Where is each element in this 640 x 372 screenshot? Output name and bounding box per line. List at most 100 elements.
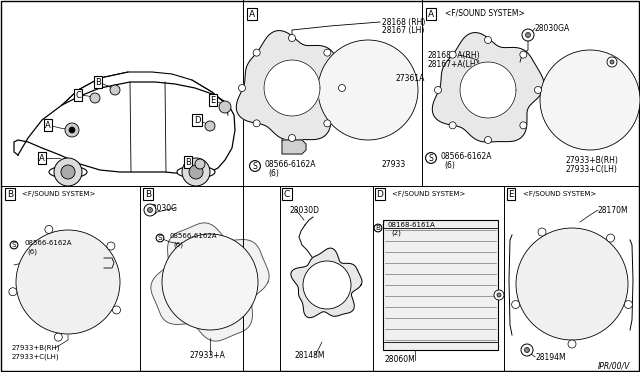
Text: 27933+C(LH): 27933+C(LH) [12,354,60,360]
Text: (6): (6) [27,249,37,255]
Circle shape [113,306,120,314]
Text: C: C [75,90,81,99]
Circle shape [607,57,617,67]
Text: 28168 (RH): 28168 (RH) [382,17,426,26]
Ellipse shape [177,166,215,178]
Circle shape [162,234,258,330]
Circle shape [339,84,346,92]
Polygon shape [432,33,544,142]
Circle shape [318,40,418,140]
Circle shape [187,259,233,305]
Circle shape [494,290,504,300]
Text: 28148M: 28148M [295,350,326,359]
Text: (2): (2) [391,230,401,236]
Circle shape [534,87,541,93]
Text: D: D [376,189,383,199]
Circle shape [45,225,53,233]
Circle shape [202,274,218,290]
Text: IPR/00/V: IPR/00/V [598,362,630,371]
Circle shape [568,340,576,348]
Text: A: A [249,10,255,19]
Circle shape [205,121,215,131]
Circle shape [516,228,628,340]
Text: B: B [95,77,101,87]
Circle shape [195,267,225,297]
Circle shape [363,85,373,95]
Circle shape [50,264,86,300]
Circle shape [110,85,120,95]
Text: 28030G: 28030G [148,203,178,212]
Circle shape [325,47,411,133]
Text: 08566-6162A: 08566-6162A [24,240,72,246]
Circle shape [547,57,633,143]
Circle shape [563,275,581,293]
Text: B: B [376,225,381,231]
Text: 08566-6162A: 08566-6162A [441,151,493,160]
Circle shape [544,256,600,312]
Circle shape [333,55,403,125]
Circle shape [206,278,214,286]
Circle shape [32,246,104,318]
Circle shape [521,344,533,356]
Text: 27933+B(RH): 27933+B(RH) [566,155,619,164]
Text: 08566-6162A: 08566-6162A [170,233,218,239]
Circle shape [484,137,492,144]
Polygon shape [264,60,320,116]
Circle shape [525,347,529,353]
Polygon shape [291,248,362,318]
Text: 28168+A(RH): 28168+A(RH) [428,51,481,60]
Text: S: S [12,242,16,248]
Circle shape [189,165,203,179]
Circle shape [520,51,527,58]
Circle shape [524,236,620,332]
Text: 28060M: 28060M [385,356,416,365]
Text: <F/SOUND SYSTEM>: <F/SOUND SYSTEM> [22,191,95,197]
Ellipse shape [49,166,87,178]
Text: 08566-6162A: 08566-6162A [265,160,317,169]
Circle shape [580,90,600,110]
Text: (6): (6) [268,169,279,177]
Circle shape [16,230,120,334]
Circle shape [324,49,331,56]
Circle shape [607,234,614,242]
Circle shape [340,62,396,118]
Circle shape [520,122,527,129]
Circle shape [182,158,210,186]
Circle shape [107,242,115,250]
Text: B: B [7,189,13,199]
Circle shape [350,72,386,108]
Circle shape [170,242,250,322]
Text: (6): (6) [173,242,183,248]
Circle shape [239,84,246,92]
Text: A: A [45,121,51,129]
Circle shape [303,261,351,309]
Circle shape [554,266,590,302]
Circle shape [322,280,332,290]
Circle shape [324,120,331,127]
Circle shape [522,29,534,41]
Text: B: B [185,157,191,167]
Circle shape [316,274,338,296]
Circle shape [54,158,82,186]
Circle shape [61,165,75,179]
Circle shape [41,255,95,309]
Circle shape [24,238,112,326]
Circle shape [562,72,618,128]
Text: 28194M: 28194M [536,353,566,362]
Circle shape [69,127,75,133]
Text: 28030GA: 28030GA [535,23,570,32]
Text: 27361A: 27361A [396,74,426,83]
Polygon shape [151,223,269,341]
Circle shape [309,267,345,303]
Text: 28167 (LH): 28167 (LH) [382,26,424,35]
Circle shape [534,246,610,322]
Text: 08168-6161A: 08168-6161A [388,222,436,228]
Circle shape [147,208,152,212]
Text: C: C [284,189,290,199]
Circle shape [568,280,576,288]
Circle shape [538,228,546,236]
Circle shape [63,277,73,287]
Text: S: S [253,161,257,170]
Circle shape [555,65,625,135]
Text: A: A [428,10,434,19]
